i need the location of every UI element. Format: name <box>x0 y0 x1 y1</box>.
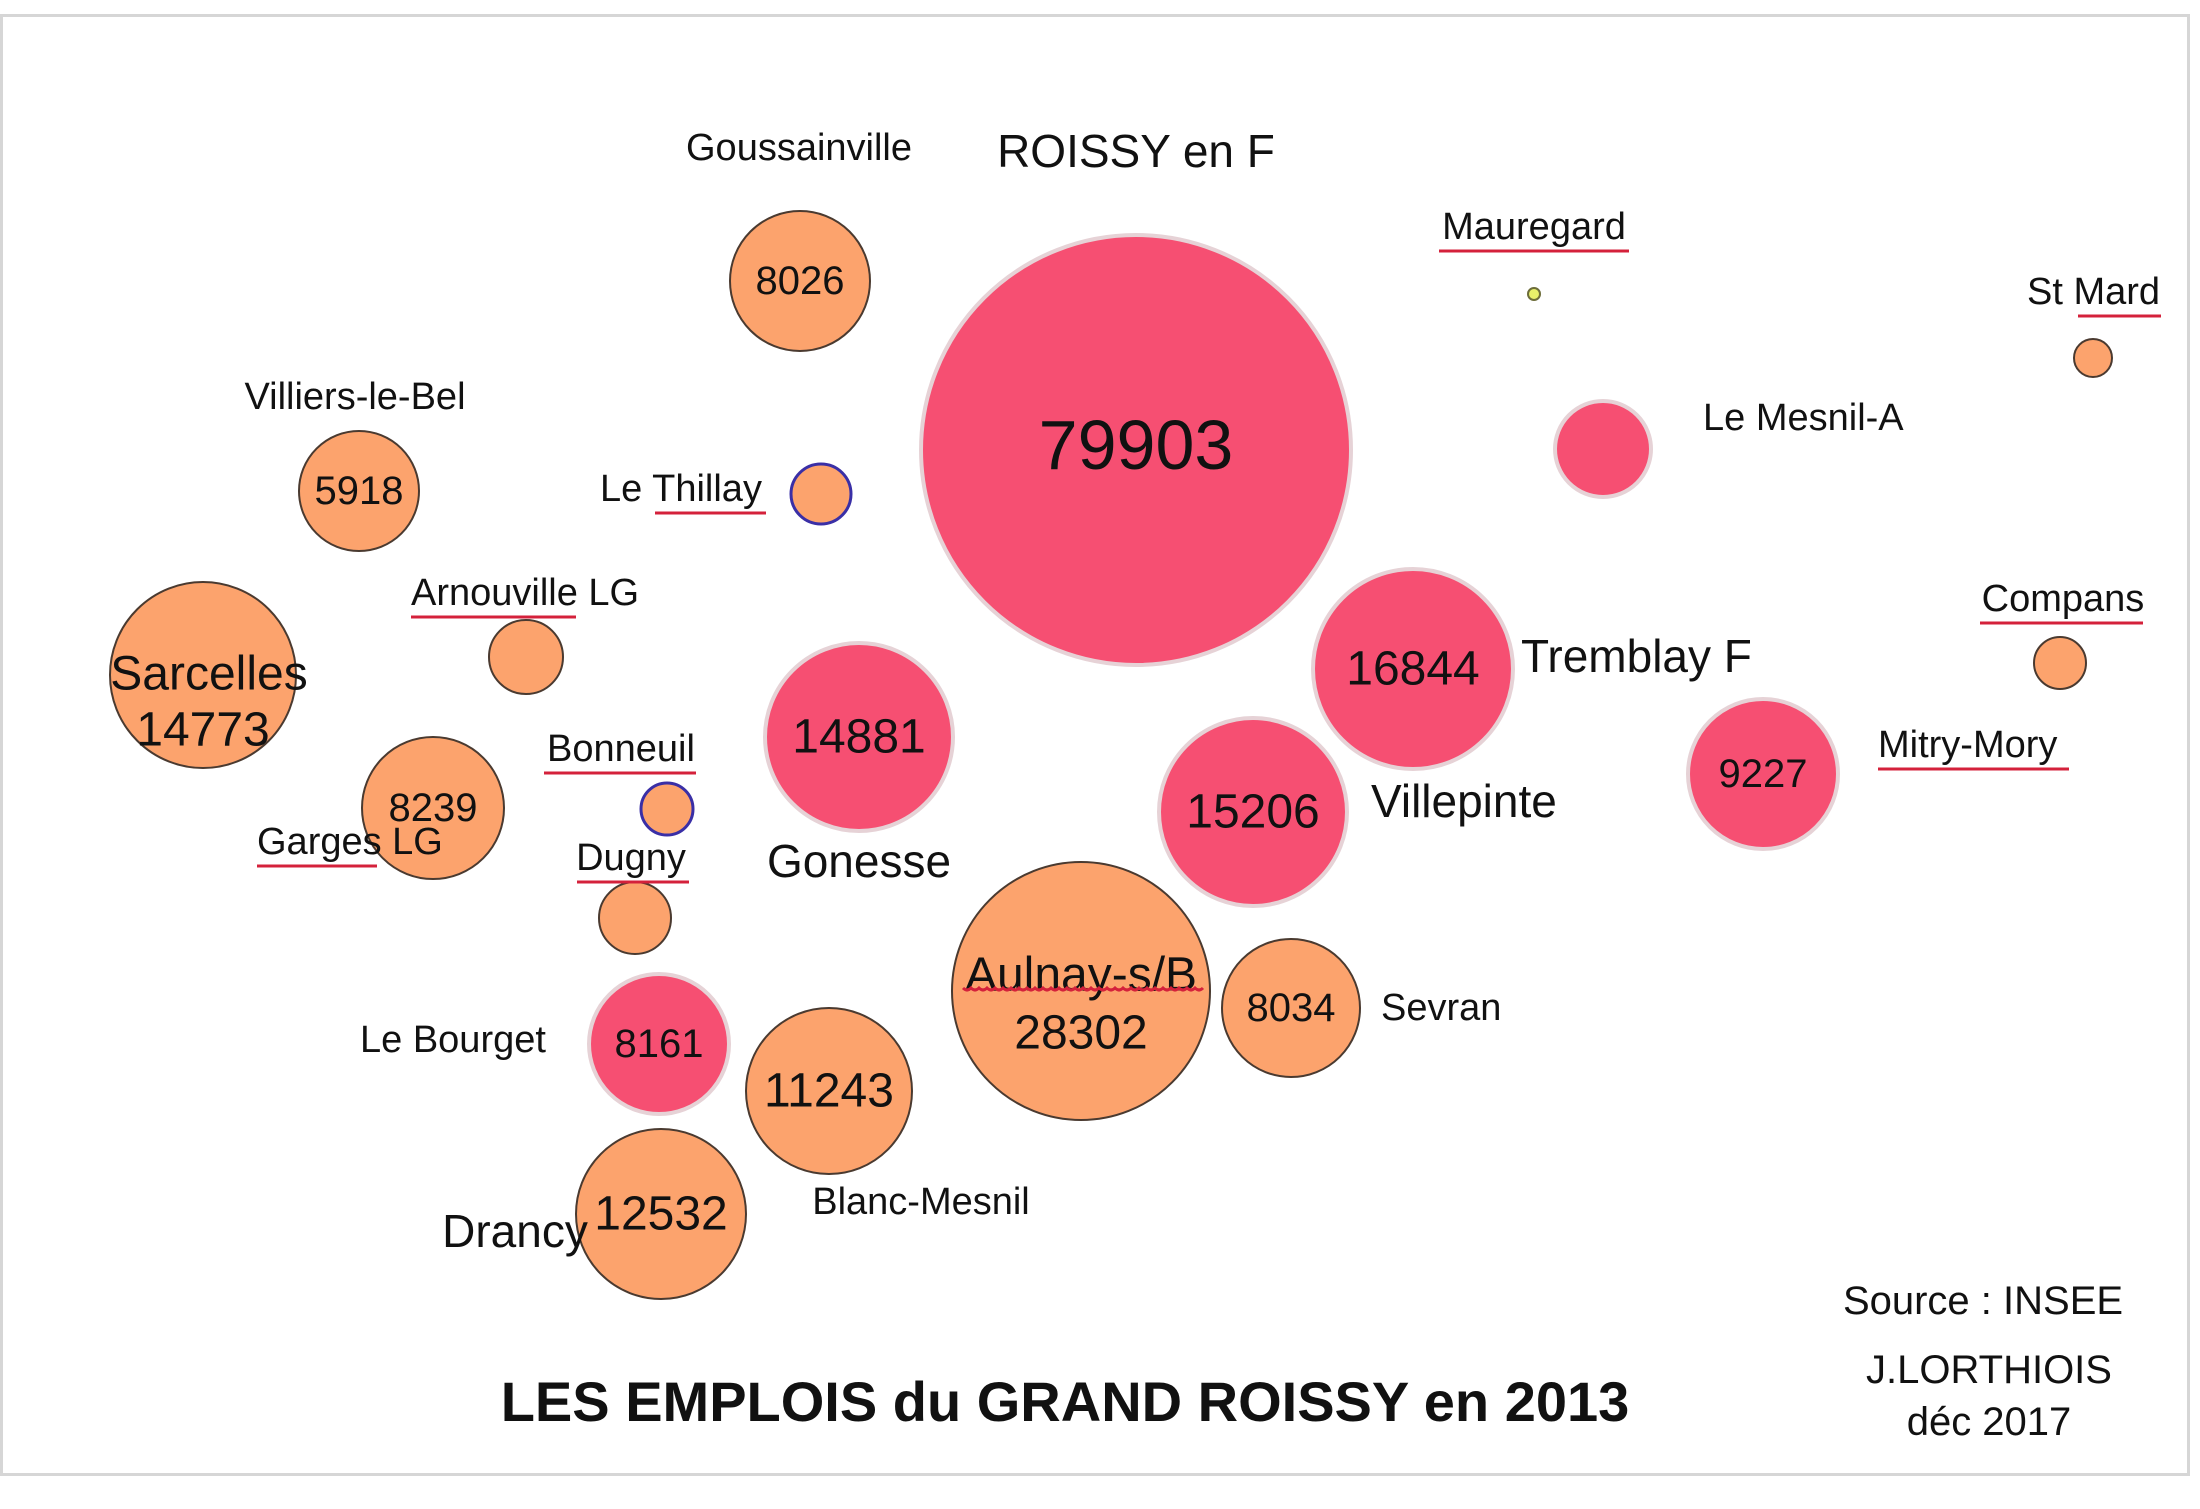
bubble-value-gonesse: 14881 <box>792 711 925 764</box>
bubble-villepinte <box>1157 716 1349 908</box>
bubble-drancy <box>575 1128 747 1300</box>
bubble-label-gonesse: Gonesse <box>767 835 951 887</box>
bubble-label-mitry-mory: Mitry-Mory <box>1878 724 2057 766</box>
bubble-arnouville-lg <box>488 619 564 695</box>
bubble-label-le-mesnil-a: Le Mesnil-A <box>1703 397 1904 439</box>
bubble-bonneuil <box>639 781 695 837</box>
bubble-label-sarcelles: Sarcelles <box>110 648 307 701</box>
bubble-value-villiers-le-bel: 5918 <box>315 469 404 513</box>
bubble-value-mitry-mory: 9227 <box>1719 752 1808 796</box>
bubble-tremblay-f <box>1311 567 1515 771</box>
bubble-value-blanc-mesnil: 11243 <box>764 1065 894 1118</box>
bubble-goussainville <box>729 210 871 352</box>
bubble-value-roissy-en-f: 79903 <box>1039 406 1234 484</box>
bubble-value-sarcelles: 14773 <box>136 704 269 757</box>
bubble-value-drancy: 12532 <box>594 1188 727 1241</box>
bubble-value-tremblay-f: 16844 <box>1346 643 1479 696</box>
bubble-value-sevran: 8034 <box>1247 986 1336 1030</box>
bubble-value-aulnay-s-b: 28302 <box>1014 1007 1147 1060</box>
bubble-blanc-mesnil <box>745 1007 913 1175</box>
bubble-sarcelles <box>109 581 297 769</box>
bubble-label-villepinte: Villepinte <box>1371 775 1557 827</box>
bubble-compans <box>2033 636 2087 690</box>
bubble-value-goussainville: 8026 <box>756 259 845 303</box>
bubble-gonesse <box>763 641 955 833</box>
author-note: J.LORTHIOIS <box>1866 1348 2112 1392</box>
bubble-mauregard <box>1527 287 1541 301</box>
bubble-label-dugny: Dugny <box>576 837 686 879</box>
bubble-label-compans: Compans <box>1982 578 2145 620</box>
bubble-label-goussainville: Goussainville <box>686 127 912 169</box>
bubble-label-blanc-mesnil: Blanc-Mesnil <box>812 1181 1030 1223</box>
source-note: Source : INSEE <box>1843 1279 2123 1323</box>
bubble-villiers-le-bel <box>298 430 420 552</box>
bubble-label-villiers-le-bel: Villiers-le-Bel <box>244 376 465 418</box>
chart-title: LES EMPLOIS du GRAND ROISSY en 2013 <box>501 1370 1630 1433</box>
bubble-value-garges-lg: 8239 <box>389 786 478 830</box>
bubble-label-garges-lg: Garges LG <box>257 821 443 863</box>
bubble-dugny <box>598 881 672 955</box>
bubble-label-le-bourget: Le Bourget <box>360 1019 546 1061</box>
bubble-garges-lg <box>361 736 505 880</box>
bubble-le-thillay <box>789 462 853 526</box>
bubble-label-tremblay-f: Tremblay F <box>1521 630 1752 682</box>
bubble-label-mauregard: Mauregard <box>1442 206 1626 248</box>
bubble-st-mard <box>2073 338 2113 378</box>
bubble-roissy-en-f <box>919 233 1353 667</box>
bubble-label-st-mard: St Mard <box>2027 271 2160 313</box>
bubble-label-drancy: Drancy <box>442 1205 588 1257</box>
bubble-chart: 79903 ROISSY en F 8026 Goussainville Maurega… <box>109 125 2161 1444</box>
bubble-sevran <box>1221 938 1361 1078</box>
bubble-label-le-thillay: Le Thillay <box>600 468 762 510</box>
bubble-label-roissy-en-f: ROISSY en F <box>997 125 1275 177</box>
bubble-label-sevran: Sevran <box>1381 987 1501 1029</box>
bubble-label-arnouville-lg: Arnouville LG <box>411 572 639 614</box>
bubble-value-le-bourget: 8161 <box>615 1022 704 1066</box>
bubble-le-bourget <box>587 972 731 1116</box>
bubble-label-aulnay-s-b: Aulnay-s/B <box>965 949 1197 1002</box>
date-note: déc 2017 <box>1907 1400 2072 1444</box>
chart-frame: 79903 ROISSY en F 8026 Goussainville Maurega… <box>0 14 2190 1476</box>
bubble-mitry-mory <box>1686 697 1840 851</box>
bubble-label-bonneuil: Bonneuil <box>547 728 695 770</box>
bubble-value-villepinte: 15206 <box>1186 786 1319 839</box>
bubble-le-mesnil-a <box>1553 399 1653 499</box>
spellcheck-underline-aulnay-s-b <box>961 985 1205 992</box>
